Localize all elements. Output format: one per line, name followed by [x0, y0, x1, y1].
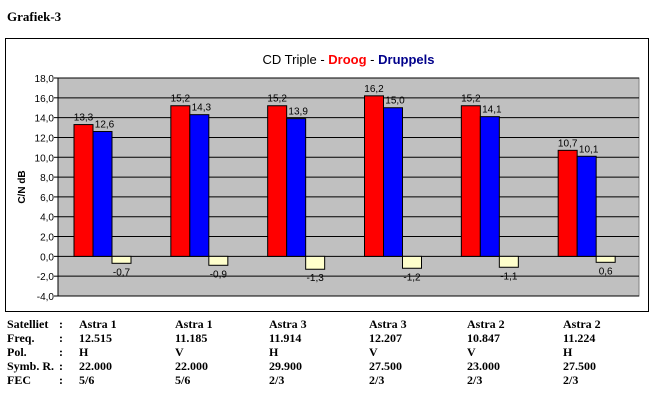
- info-cell: 2/3: [563, 373, 579, 387]
- data-label: 14,1: [482, 105, 502, 116]
- info-cell: Astra 2: [563, 317, 601, 331]
- y-tick-label: 2,0: [40, 233, 54, 244]
- info-cell: 5/6: [175, 373, 191, 387]
- info-cell: 22.000: [175, 359, 208, 373]
- info-cell: V: [369, 345, 378, 359]
- info-cell: 11.224: [563, 331, 596, 345]
- bar: [111, 255, 132, 264]
- y-tick-label: 6,0: [40, 193, 54, 204]
- y-tick-label: 14,0: [35, 114, 55, 125]
- data-label: -1,2: [403, 272, 421, 283]
- data-label: -0,9: [210, 269, 228, 280]
- data-label: 12,6: [95, 120, 115, 131]
- data-label: 0,6: [599, 266, 613, 277]
- y-tick-label: 12,0: [35, 133, 55, 144]
- info-row-colon: :: [59, 331, 63, 345]
- bar: [557, 149, 578, 257]
- data-label: 13,3: [74, 113, 94, 124]
- chart-title-part: -: [320, 52, 328, 67]
- data-label: 16,2: [364, 84, 384, 95]
- chart-title-part: Droog: [328, 52, 366, 67]
- data-label: 15,0: [385, 96, 405, 107]
- bar: [267, 105, 288, 257]
- data-label: 13,9: [288, 107, 308, 118]
- chart-title-part: CD Triple: [263, 52, 321, 67]
- y-tick-label: -4,0: [37, 292, 55, 303]
- data-label: 14,3: [192, 103, 212, 114]
- bar: [364, 95, 384, 257]
- info-cell: 11.185: [175, 331, 208, 345]
- bar: [383, 107, 403, 257]
- info-cell: 22.000: [79, 359, 112, 373]
- data-label: 10,7: [558, 138, 578, 149]
- chart-title: CD Triple - Droog - Druppels: [263, 52, 435, 67]
- y-axis-label: C/N dB: [17, 170, 28, 203]
- chart-frame: CD Triple - Droog - Druppels 18,0 16,0 14,0…: [5, 38, 649, 312]
- info-row-colon: :: [59, 359, 63, 373]
- bar: [286, 118, 307, 257]
- info-cell: 10.847: [467, 331, 500, 345]
- info-row-label: Pol.: [7, 345, 27, 359]
- bar-chart: CD Triple - Droog - Druppels 18,0 16,0 14,0…: [17, 52, 640, 303]
- chart-title-part: Druppels: [378, 52, 434, 67]
- info-row-label: FEC: [7, 373, 31, 387]
- bar: [305, 255, 326, 270]
- info-cell: 12.207: [369, 331, 402, 345]
- info-cell: 23.000: [467, 359, 500, 373]
- y-tick-label: 16,0: [35, 94, 55, 105]
- info-row-label: Freq.: [7, 331, 35, 345]
- info-row-label: Symb. R.: [7, 359, 55, 373]
- y-tick-label: 8,0: [40, 173, 54, 184]
- info-cell: Astra 1: [175, 317, 213, 331]
- data-label: 15,2: [171, 94, 191, 105]
- info-cell: Astra 3: [269, 317, 307, 331]
- info-cell: Astra 2: [467, 317, 505, 331]
- bar: [460, 105, 481, 257]
- bar: [170, 105, 191, 257]
- info-cell: 29.900: [269, 359, 302, 373]
- data-label: -1,3: [307, 273, 325, 284]
- y-tick-label: -2,0: [37, 272, 55, 283]
- bar: [208, 255, 229, 266]
- info-cell: Astra 1: [79, 317, 117, 331]
- bar: [498, 255, 519, 268]
- data-label: 10,1: [579, 144, 599, 155]
- data-label: 15,2: [267, 94, 287, 105]
- data-label: -1,1: [500, 271, 518, 282]
- page-heading: Grafiek-3: [7, 9, 62, 24]
- bar: [189, 114, 210, 257]
- info-cell: H: [269, 345, 279, 359]
- y-tick-label: 4,0: [40, 213, 54, 224]
- info-cell: H: [563, 345, 573, 359]
- info-row-colon: :: [59, 373, 63, 387]
- info-cell: 2/3: [369, 373, 385, 387]
- bar: [92, 131, 113, 257]
- info-cell: 5/6: [79, 373, 95, 387]
- plot-area: [57, 77, 640, 297]
- bar: [595, 255, 616, 263]
- info-cell: 11.914: [269, 331, 302, 345]
- info-cell: 12.515: [79, 331, 112, 345]
- chart-title-part: -: [367, 52, 379, 67]
- bar: [479, 116, 500, 257]
- info-cell: V: [175, 345, 184, 359]
- info-cell: 27.500: [563, 359, 596, 373]
- bar: [73, 124, 94, 257]
- bar: [576, 155, 597, 257]
- data-label: -0,7: [113, 267, 131, 278]
- data-label: 15,2: [461, 94, 481, 105]
- bar: [402, 255, 422, 269]
- info-row-colon: :: [59, 345, 63, 359]
- info-cell: 2/3: [467, 373, 483, 387]
- y-tick-label: 10,0: [35, 153, 55, 164]
- info-row-label: Satelliet: [7, 317, 49, 331]
- info-cell: Astra 3: [369, 317, 407, 331]
- y-tick-label: 0,0: [40, 252, 54, 263]
- info-cell: 2/3: [269, 373, 285, 387]
- y-tick-label: 18,0: [35, 74, 55, 85]
- info-cell: 27.500: [369, 359, 402, 373]
- info-cell: H: [79, 345, 89, 359]
- info-row-colon: :: [59, 317, 63, 331]
- info-cell: V: [467, 345, 476, 359]
